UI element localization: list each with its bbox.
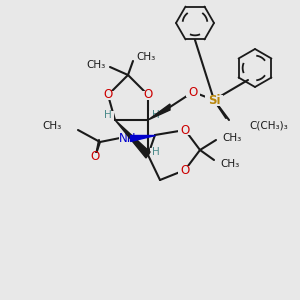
FancyBboxPatch shape [101, 91, 115, 100]
FancyBboxPatch shape [150, 148, 162, 157]
FancyBboxPatch shape [141, 91, 155, 100]
FancyBboxPatch shape [205, 94, 223, 106]
Polygon shape [115, 120, 150, 158]
Text: O: O [188, 85, 198, 98]
Text: O: O [90, 151, 100, 164]
Text: H: H [152, 110, 160, 120]
Polygon shape [130, 135, 155, 141]
Text: O: O [103, 88, 112, 101]
Text: CH₃: CH₃ [136, 52, 155, 62]
FancyBboxPatch shape [100, 111, 113, 121]
Text: O: O [143, 88, 153, 101]
FancyBboxPatch shape [178, 125, 192, 134]
FancyBboxPatch shape [101, 113, 113, 122]
Text: O: O [180, 164, 190, 176]
FancyBboxPatch shape [186, 88, 200, 97]
Text: CH₃: CH₃ [43, 121, 62, 131]
Text: C(CH₃)₃: C(CH₃)₃ [249, 120, 288, 130]
Text: CH₃: CH₃ [220, 159, 240, 169]
FancyBboxPatch shape [89, 152, 101, 161]
Text: Si: Si [208, 94, 220, 106]
Text: CH₃: CH₃ [222, 133, 242, 143]
FancyBboxPatch shape [178, 166, 192, 175]
Text: O: O [180, 124, 190, 136]
Text: H: H [104, 110, 112, 120]
Text: CH₃: CH₃ [87, 60, 106, 70]
Text: H: H [151, 112, 159, 122]
Text: H: H [105, 112, 113, 122]
Text: NH: NH [119, 131, 137, 145]
FancyBboxPatch shape [150, 113, 162, 122]
FancyBboxPatch shape [148, 111, 161, 121]
FancyBboxPatch shape [119, 133, 137, 143]
Polygon shape [148, 104, 170, 120]
Text: H: H [152, 147, 160, 157]
